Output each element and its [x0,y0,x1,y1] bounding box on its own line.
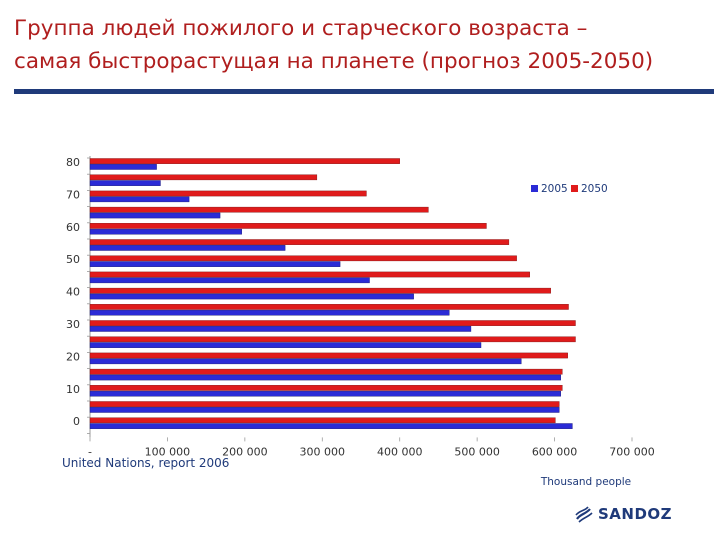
bar-2050-10 [89,385,563,391]
sandoz-logo-icon [575,506,593,523]
bar-2050-45 [89,271,530,278]
y-tick-label-0: 0 [73,415,80,428]
bar-2050-40 [89,287,551,294]
bar-2050-70 [89,190,367,197]
x-tick-label: 500 000 [454,445,500,458]
legend-label-2005: 2005 [541,183,568,195]
slide-title: Группа людей пожилого и старческого возр… [14,12,714,78]
bar-2005-80 [89,164,157,170]
bar-2005-20 [89,358,522,365]
bar-2005-55 [89,245,286,251]
bar-2005-75 [89,180,161,186]
bar-2005-40 [89,293,414,300]
source-note: United Nations, report 2006 [62,456,230,470]
bar-2005-0 [89,423,573,429]
bar-2050-55 [89,239,510,245]
bar-2005-35 [89,309,450,316]
bar-2050-75 [89,174,318,181]
bar-2005-45 [89,277,370,284]
bar-2050-35 [89,304,569,310]
title-line-2: самая быстрорастущая на планете (прогноз… [14,49,654,74]
bar-2050-30 [89,320,576,326]
x-axis-title: Thousand people [540,476,631,488]
y-tick-label-70: 70 [66,188,80,201]
brand-logo: SANDOZ [574,503,672,525]
title-line-1: Группа людей пожилого и старческого возр… [14,16,588,41]
bar-2050-15 [89,368,563,375]
bar-2005-50 [89,261,341,267]
y-tick-label-20: 20 [66,350,80,363]
x-tick-label: - [88,445,92,458]
bar-2005-65 [89,212,221,219]
brand-name: SANDOZ [598,505,673,523]
bar-2005-15 [89,374,561,381]
bar-2005-5 [89,407,560,413]
y-tick-label-40: 40 [66,286,80,299]
bar-2050-0 [89,417,556,424]
legend-swatch-2005 [531,185,538,192]
bar-2050-5 [89,401,560,407]
x-tick-label: 300 000 [300,445,346,458]
bar-2050-65 [89,206,429,213]
bar-2005-70 [89,196,190,203]
y-tick-label-60: 60 [66,221,80,234]
x-tick-label: 200 000 [222,445,268,458]
bar-2050-80 [89,158,400,164]
y-tick-label-10: 10 [66,383,80,396]
x-tick-label: 400 000 [377,445,423,458]
bar-2005-10 [89,390,561,397]
bar-2050-60 [89,223,487,229]
bar-2050-50 [89,255,517,262]
x-tick-label: 100 000 [145,445,191,458]
bar-2005-60 [89,228,242,235]
y-tick-label-50: 50 [66,253,80,266]
y-tick-label-80: 80 [66,156,80,169]
title-divider [14,89,714,94]
x-tick-label: 600 000 [532,445,578,458]
bar-2050-20 [89,352,568,359]
bar-2050-25 [89,336,576,343]
x-tick-label: 700 000 [609,445,655,458]
legend-label-2050: 2050 [581,183,608,195]
bar-2005-30 [89,326,472,332]
bar-2005-25 [89,342,482,348]
legend-swatch-2050 [571,185,578,192]
y-tick-label-30: 30 [66,318,80,331]
